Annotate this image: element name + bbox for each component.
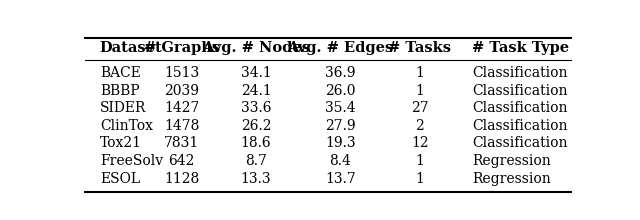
Text: Tox21: Tox21 <box>100 136 142 150</box>
Text: ClinTox: ClinTox <box>100 119 153 133</box>
Text: # Task Type: # Task Type <box>472 41 569 55</box>
Text: 1427: 1427 <box>164 101 200 115</box>
Text: 7831: 7831 <box>164 136 199 150</box>
Text: 19.3: 19.3 <box>325 136 356 150</box>
Text: BBBP: BBBP <box>100 84 140 98</box>
Text: Dataset: Dataset <box>100 41 163 55</box>
Text: 13.3: 13.3 <box>241 172 271 186</box>
Text: 35.4: 35.4 <box>325 101 356 115</box>
Text: 1: 1 <box>415 154 424 168</box>
Text: 1: 1 <box>415 84 424 98</box>
Text: 642: 642 <box>168 154 195 168</box>
Text: Classification: Classification <box>472 101 567 115</box>
Text: SIDER: SIDER <box>100 101 146 115</box>
Text: Classification: Classification <box>472 84 567 98</box>
Text: 1: 1 <box>415 66 424 80</box>
Text: 27.9: 27.9 <box>325 119 356 133</box>
Text: 2039: 2039 <box>164 84 199 98</box>
Text: ESOL: ESOL <box>100 172 140 186</box>
Text: 13.7: 13.7 <box>325 172 356 186</box>
Text: 24.1: 24.1 <box>241 84 271 98</box>
Text: 26.0: 26.0 <box>325 84 356 98</box>
Text: Classification: Classification <box>472 136 567 150</box>
Text: Classification: Classification <box>472 119 567 133</box>
Text: 1513: 1513 <box>164 66 199 80</box>
Text: # Tasks: # Tasks <box>388 41 451 55</box>
Text: 1478: 1478 <box>164 119 200 133</box>
Text: Regression: Regression <box>472 172 550 186</box>
Text: 8.7: 8.7 <box>245 154 267 168</box>
Text: 34.1: 34.1 <box>241 66 271 80</box>
Text: BACE: BACE <box>100 66 141 80</box>
Text: 12: 12 <box>411 136 429 150</box>
Text: 1128: 1128 <box>164 172 199 186</box>
Text: 33.6: 33.6 <box>241 101 271 115</box>
Text: Avg. # Nodes: Avg. # Nodes <box>202 41 310 55</box>
Text: Avg. # Edges: Avg. # Edges <box>287 41 394 55</box>
Text: FreeSolv: FreeSolv <box>100 154 163 168</box>
Text: Classification: Classification <box>472 66 567 80</box>
Text: 1: 1 <box>415 172 424 186</box>
Text: 2: 2 <box>415 119 424 133</box>
Text: 36.9: 36.9 <box>325 66 356 80</box>
Text: Regression: Regression <box>472 154 550 168</box>
Text: # Graphs: # Graphs <box>143 41 220 55</box>
Text: 18.6: 18.6 <box>241 136 271 150</box>
Text: 27: 27 <box>411 101 429 115</box>
Text: 8.4: 8.4 <box>330 154 351 168</box>
Text: 26.2: 26.2 <box>241 119 271 133</box>
